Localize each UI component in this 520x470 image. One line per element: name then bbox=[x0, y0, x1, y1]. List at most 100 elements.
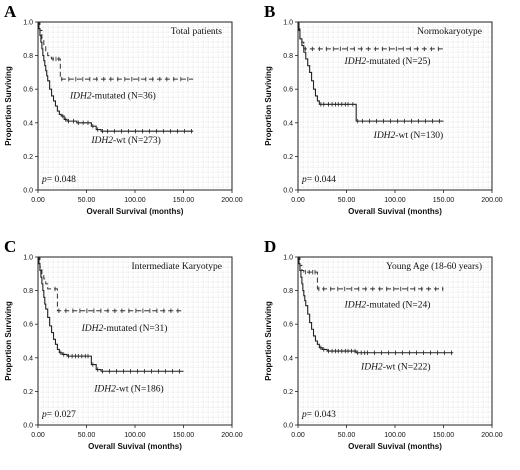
x-tick-label: 0.00 bbox=[31, 197, 45, 204]
x-axis-title: Overall Suvival (months) bbox=[348, 207, 442, 216]
series-label-gene: IDH2 bbox=[81, 324, 104, 334]
y-tick-label: 0.0 bbox=[23, 188, 33, 195]
survival-curve bbox=[38, 21, 194, 132]
x-tick-label: 150.00 bbox=[173, 432, 195, 439]
p-value-symbol: p bbox=[301, 410, 307, 420]
p-value-label: p= 0.027 bbox=[41, 410, 76, 420]
grid bbox=[37, 256, 232, 425]
y-axis-title: Proportion Surviving bbox=[4, 66, 13, 146]
series-idh2-mutated: IDH2-mutated (N=36) bbox=[38, 21, 194, 101]
panel-letter: C bbox=[4, 237, 16, 256]
series-label-gene: IDH2 bbox=[90, 136, 113, 146]
x-tick-label: 0.00 bbox=[291, 432, 305, 439]
series-label-rest: -mutated (N=31) bbox=[103, 323, 167, 334]
series-idh2-wt: IDH2-wt (N=186) bbox=[38, 256, 184, 394]
panel-title: Young Age (18-60 years) bbox=[386, 261, 482, 272]
p-value-text: = 0.048 bbox=[47, 175, 76, 185]
series-label-rest: -wt (N=273) bbox=[113, 135, 161, 146]
y-tick-label: 1.0 bbox=[23, 255, 33, 262]
x-tick-label: 0.00 bbox=[291, 197, 305, 204]
km-chart-svg: 0.00 50.00 100.00 150.00 200.00 0.0 0.2 0.4 0.6 0… bbox=[4, 237, 243, 451]
series-idh2-wt: IDH2-wt (N=273) bbox=[38, 21, 194, 146]
x-tick-label: 50.00 bbox=[338, 432, 356, 439]
y-tick-label: 0.4 bbox=[283, 355, 293, 362]
panel-young-age: 0.00 50.00 100.00 150.00 200.00 0.0 0.2 0.4 0.6 0… bbox=[260, 235, 520, 470]
series-label-gene: IDH2 bbox=[69, 91, 92, 101]
y-tick-label: 0.0 bbox=[23, 423, 33, 430]
x-axis-title: Overall Suvival (months) bbox=[88, 442, 182, 451]
x-tick-label: 150.00 bbox=[433, 432, 455, 439]
panel-title: Intermediate Karyotype bbox=[132, 262, 222, 272]
panel-intermediate-karyotype: 0.00 50.00 100.00 150.00 200.00 0.0 0.2 0.4 0.6 0… bbox=[0, 235, 260, 470]
series-label-rest: -mutated (N=24) bbox=[366, 299, 430, 310]
y-axis-title: Proportion Surviving bbox=[264, 301, 273, 381]
panel-title: Total patients bbox=[171, 27, 223, 37]
km-chart-svg: 0.00 50.00 100.00 150.00 200.00 0.0 0.2 0.4 0.6 0… bbox=[264, 2, 503, 216]
y-tick-label: 1.0 bbox=[283, 255, 293, 262]
panel-letter: B bbox=[264, 2, 275, 21]
panel-letter: D bbox=[264, 237, 276, 256]
p-value-text: = 0.044 bbox=[307, 175, 336, 185]
y-tick-label: 0.8 bbox=[283, 288, 293, 295]
p-value-label: p= 0.043 bbox=[301, 410, 336, 420]
series-label: IDH2-wt (N=273) bbox=[90, 135, 160, 146]
p-value-symbol: p bbox=[301, 175, 307, 185]
x-tick-label: 50.00 bbox=[78, 432, 96, 439]
series-label-gene: IDH2 bbox=[344, 300, 367, 310]
x-tick-label: 100.00 bbox=[384, 197, 406, 204]
p-value-text: = 0.027 bbox=[47, 410, 76, 420]
series-label-rest: -wt (N=222) bbox=[383, 362, 431, 373]
x-tick-label: 100.00 bbox=[124, 432, 146, 439]
y-tick-label: 0.2 bbox=[283, 154, 293, 161]
y-tick-label: 0.6 bbox=[283, 87, 293, 94]
y-tick-label: 0.2 bbox=[23, 389, 33, 396]
x-tick-label: 150.00 bbox=[433, 197, 455, 204]
panel-total-patients: 0.00 50.00 100.00 150.00 200.00 0.0 0.2 0.4 0.6 0… bbox=[0, 0, 260, 235]
y-tick-label: 0.4 bbox=[23, 120, 33, 127]
y-tick-label: 0.6 bbox=[23, 87, 33, 94]
x-tick-label: 50.00 bbox=[338, 197, 356, 204]
panel-title: Normokaryotype bbox=[417, 27, 482, 37]
series-label-rest: -mutated (N=36) bbox=[92, 90, 156, 101]
x-tick-label: 200.00 bbox=[481, 432, 503, 439]
x-tick-label: 200.00 bbox=[221, 432, 243, 439]
y-tick-label: 0.4 bbox=[23, 355, 33, 362]
panel-normokaryotype: 0.00 50.00 100.00 150.00 200.00 0.0 0.2 0.4 0.6 0… bbox=[260, 0, 520, 235]
x-tick-label: 100.00 bbox=[384, 432, 406, 439]
grid bbox=[297, 21, 492, 190]
y-tick-label: 0.6 bbox=[23, 322, 33, 329]
x-axis-title: Overall Suvival (months) bbox=[348, 442, 442, 451]
p-value-label: p= 0.048 bbox=[41, 175, 76, 185]
survival-curve bbox=[298, 256, 454, 354]
y-axis-title: Proportion Surviving bbox=[264, 66, 273, 146]
y-tick-label: 0.2 bbox=[283, 389, 293, 396]
y-tick-label: 0.4 bbox=[283, 120, 293, 127]
series-idh2-wt: IDH2-wt (N=222) bbox=[298, 256, 454, 373]
x-tick-label: 0.00 bbox=[31, 432, 45, 439]
series-idh2-wt: IDH2-wt (N=130) bbox=[298, 21, 444, 141]
km-chart-svg: 0.00 50.00 100.00 150.00 200.00 0.0 0.2 0.4 0.6 0… bbox=[264, 237, 503, 451]
y-tick-label: 1.0 bbox=[23, 20, 33, 27]
series-label-gene: IDH2 bbox=[93, 384, 116, 394]
grid bbox=[297, 256, 492, 425]
p-value-label: p= 0.044 bbox=[301, 175, 336, 185]
series-label-rest: -wt (N=186) bbox=[116, 383, 164, 394]
series-label: IDH2-mutated (N=24) bbox=[344, 299, 431, 310]
y-tick-label: 0.8 bbox=[283, 53, 293, 60]
grid bbox=[37, 21, 232, 190]
x-tick-label: 150.00 bbox=[173, 197, 195, 204]
series-label-rest: -wt (N=130) bbox=[395, 130, 443, 141]
y-tick-label: 0.6 bbox=[283, 322, 293, 329]
series-label: IDH2-mutated (N=36) bbox=[69, 90, 156, 101]
y-tick-label: 0.8 bbox=[23, 53, 33, 60]
x-axis-title: Overall Survival (months) bbox=[87, 207, 184, 216]
series-label: IDH2-mutated (N=25) bbox=[344, 56, 431, 67]
p-value-text: = 0.043 bbox=[307, 410, 336, 420]
series-label: IDH2-wt (N=222) bbox=[360, 362, 430, 373]
series-label: IDH2-mutated (N=31) bbox=[81, 323, 168, 334]
survival-curve bbox=[38, 256, 184, 372]
series-label-gene: IDH2 bbox=[360, 363, 383, 373]
y-tick-label: 0.0 bbox=[283, 423, 293, 430]
series-label: IDH2-wt (N=186) bbox=[93, 383, 163, 394]
